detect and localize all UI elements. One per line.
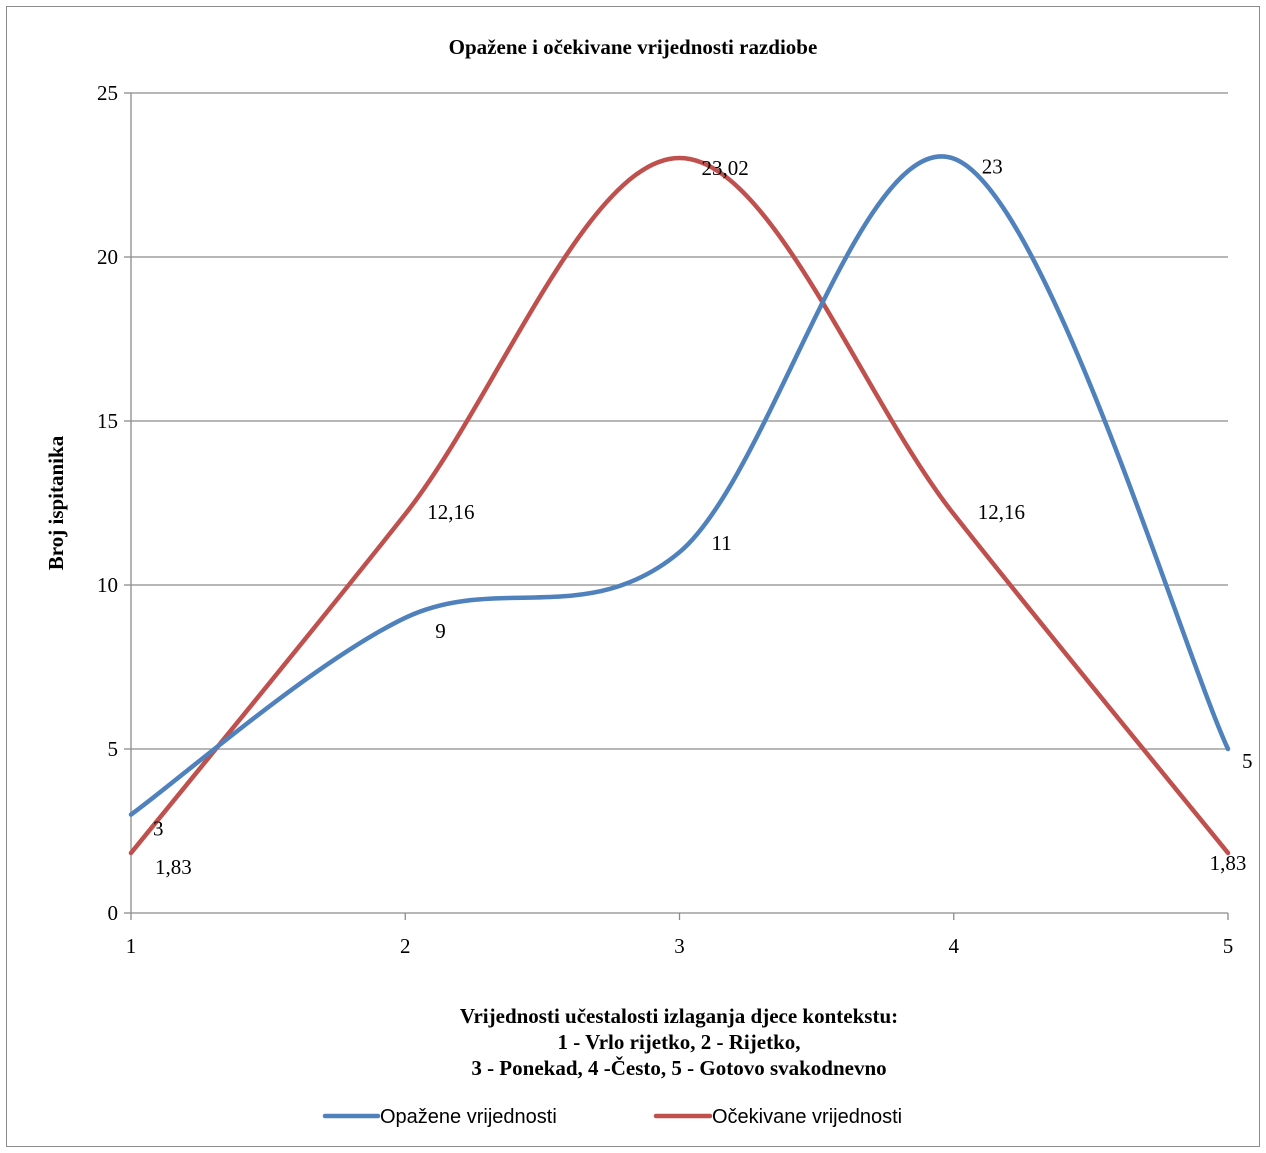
x-tick-label-2: 2 <box>400 934 411 958</box>
gridlines <box>131 92 1228 750</box>
legend-label: Opažene vrijednosti <box>380 1106 557 1128</box>
x-tick-label-3: 3 <box>674 934 685 958</box>
x-axis-label-line-1: Vrijednosti učestalosti izlaganja djece … <box>460 1004 898 1028</box>
x-axis-label-line-3: 3 - Ponekad, 4 -Često, 5 - Gotovo svakod… <box>471 1056 886 1080</box>
legend: Opažene vrijednosti Očekivane vrijednosti <box>322 1106 902 1128</box>
series-line-ocekivane <box>128 155 1231 856</box>
y-tick-label-25: 25 <box>97 81 118 105</box>
data-label-ocekivane-3: 23,02 <box>702 156 749 180</box>
x-tick-label-4: 4 <box>949 934 960 958</box>
data-labels: 3 9 11 23 5 1,83 12,16 23,02 12,16 1,83 <box>153 155 1253 879</box>
series-line-opazene <box>128 154 1231 817</box>
legend-label: Očekivane vrijednosti <box>712 1106 902 1128</box>
legend-item-ocekivane: Očekivane vrijednosti <box>653 1106 902 1128</box>
x-axis-label: Vrijednosti učestalosti izlaganja djece … <box>460 1004 898 1080</box>
x-axis-label-line-2: 1 - Vrlo rijetko, 2 - Rijetko, <box>558 1030 801 1054</box>
data-label-ocekivane-5: 1,83 <box>1210 851 1247 875</box>
data-label-opazene-2: 9 <box>435 619 446 643</box>
y-axis-label: Broj ispitanika <box>44 435 68 570</box>
data-label-opazene-5: 5 <box>1242 749 1253 773</box>
x-tick-label-5: 5 <box>1223 934 1234 958</box>
axes <box>124 92 1229 920</box>
data-label-ocekivane-4: 12,16 <box>978 500 1025 524</box>
chart-title: Opažene i očekivane vrijednosti razdiobe <box>449 35 818 59</box>
y-tick-label-10: 10 <box>97 573 118 597</box>
data-label-opazene-4: 23 <box>982 155 1003 179</box>
data-label-ocekivane-1: 1,83 <box>155 855 192 879</box>
data-label-opazene-3: 11 <box>712 531 732 555</box>
series-lines <box>128 154 1231 856</box>
y-tick-label-15: 15 <box>97 409 118 433</box>
legend-item-opazene: Opažene vrijednosti <box>322 1106 557 1128</box>
y-tick-label-20: 20 <box>97 245 118 269</box>
y-tick-label-0: 0 <box>108 901 119 925</box>
chart-frame <box>6 6 1260 1147</box>
data-label-opazene-1: 3 <box>153 817 164 841</box>
data-label-ocekivane-2: 12,16 <box>427 500 474 524</box>
x-tick-label-1: 1 <box>126 934 137 958</box>
y-tick-label-5: 5 <box>108 737 119 761</box>
